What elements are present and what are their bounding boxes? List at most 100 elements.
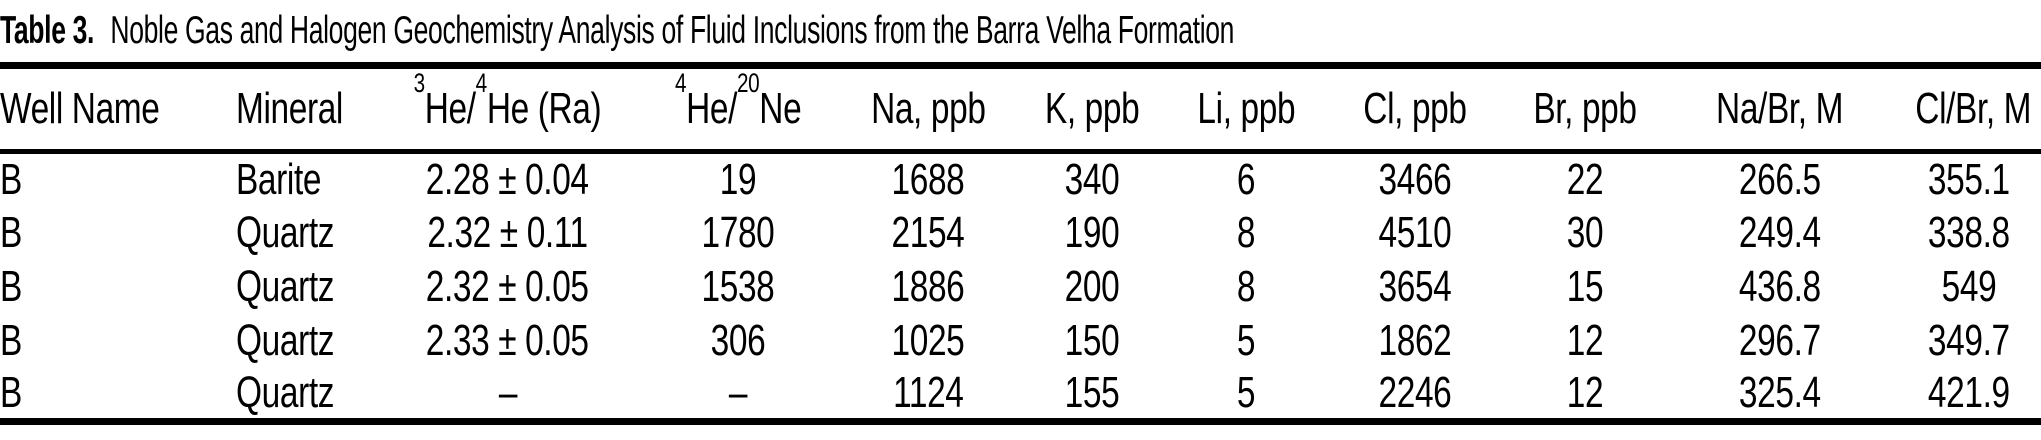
cell-text: 338.8 — [1928, 207, 2011, 257]
cell-mineral: Quartz — [236, 314, 380, 368]
isotope-superscript: 3 — [413, 67, 426, 99]
cell-text: Quartz — [235, 207, 334, 257]
table-caption-label: Table 3. — [0, 9, 95, 52]
cell-na: 1688 — [841, 152, 1015, 206]
cell-text: B — [0, 154, 22, 204]
cell-text: 150 — [1064, 315, 1120, 365]
table-caption-inner: Table 3. Noble Gas and Halogen Geochemist… — [0, 9, 1234, 53]
col-header-text: Na, ppb — [870, 84, 986, 133]
cell-he-ne: 19 — [636, 152, 841, 206]
cell-text: 19 — [720, 154, 757, 204]
cell-br: 12 — [1508, 314, 1662, 368]
col-header-text: Cl, ppb — [1363, 84, 1468, 133]
cell-he-ne: 1780 — [636, 206, 841, 260]
cell-na: 2154 — [841, 206, 1015, 260]
cell-k: 190 — [1015, 206, 1169, 260]
cell-text: 2.28 ± 0.04 — [426, 154, 590, 204]
cell-text: 436.8 — [1738, 261, 1821, 311]
cell-well-name: B — [0, 206, 236, 260]
cell-cl-br: 421.9 — [1897, 368, 2041, 422]
col-header-text: Well Name — [0, 84, 160, 133]
cell-mineral: Barite — [236, 152, 380, 206]
cell-text: Quartz — [235, 315, 334, 365]
data-table: Well Name Mineral 3He/4He (Ra) 4He/20Ne … — [0, 62, 2041, 425]
cell-cl-br: 355.1 — [1897, 152, 2041, 206]
cell-cl: 3654 — [1323, 260, 1508, 314]
col-header-na-br: Na/Br, M — [1661, 66, 1897, 152]
cell-text: 1124 — [892, 367, 964, 417]
cell-li: 5 — [1169, 368, 1323, 422]
isotope-base: He (Ra) — [487, 84, 602, 133]
cell-text: 3654 — [1378, 261, 1452, 311]
cell-text: 12 — [1566, 367, 1603, 417]
col-header-mineral: Mineral — [236, 66, 380, 152]
cell-text: 2.32 ± 0.11 — [427, 207, 588, 257]
cell-text: 5 — [1236, 367, 1256, 417]
cell-li: 8 — [1169, 260, 1323, 314]
cell-mineral: Quartz — [236, 368, 380, 422]
cell-he-ne: 306 — [636, 314, 841, 368]
cell-text: 249.4 — [1738, 207, 1821, 257]
col-header-text: Br, ppb — [1532, 84, 1637, 133]
col-header-k: K, ppb — [1015, 66, 1169, 152]
cell-cl-br: 338.8 — [1897, 206, 2041, 260]
cell-k: 155 — [1015, 368, 1169, 422]
isotope-superscript: 4 — [675, 67, 687, 99]
cell-he-ratio: 2.32 ± 0.05 — [379, 260, 635, 314]
cell-k: 150 — [1015, 314, 1169, 368]
cell-well-name: B — [0, 368, 236, 422]
cell-mineral: Quartz — [236, 260, 380, 314]
col-header-li: Li, ppb — [1169, 66, 1323, 152]
cell-text: 1780 — [701, 207, 775, 257]
cell-text: 306 — [711, 315, 766, 365]
cell-text: B — [0, 261, 22, 311]
cell-he-ratio: 2.33 ± 0.05 — [379, 314, 635, 368]
cell-li: 6 — [1169, 152, 1323, 206]
cell-text: – — [729, 367, 748, 417]
col-header-na: Na, ppb — [841, 66, 1015, 152]
cell-text: 6 — [1236, 154, 1256, 204]
cell-text: 5 — [1236, 315, 1256, 365]
col-header-text: Li, ppb — [1197, 84, 1295, 133]
isotope-base: He/ — [425, 84, 476, 133]
cell-cl-br: 549 — [1897, 260, 2041, 314]
cell-he-ne: – — [636, 368, 841, 422]
cell-na-br: 436.8 — [1661, 260, 1897, 314]
cell-cl: 1862 — [1323, 314, 1508, 368]
col-header-text: Mineral — [235, 84, 343, 133]
table-row: B Quartz 2.33 ± 0.05 306 1025 150 5 1862… — [0, 314, 2041, 368]
cell-text: 30 — [1566, 207, 1603, 257]
cell-text: 266.5 — [1738, 154, 1821, 204]
col-header-cl: Cl, ppb — [1323, 66, 1508, 152]
cell-cl-br: 349.7 — [1897, 314, 2041, 368]
cell-he-ratio: – — [379, 368, 635, 422]
col-header-text: 3He/4He (Ra) — [414, 69, 602, 134]
cell-li: 8 — [1169, 206, 1323, 260]
table-row: B Quartz – – 1124 155 5 2246 12 325.4 42… — [0, 368, 2041, 422]
col-header-text: Cl/Br, M — [1915, 84, 2032, 133]
cell-well-name: B — [0, 260, 236, 314]
cell-text: 2154 — [891, 207, 965, 257]
cell-text: 22 — [1566, 154, 1603, 204]
cell-text: B — [0, 315, 22, 365]
cell-text: 325.4 — [1738, 367, 1821, 417]
isotope-base: Ne — [759, 84, 802, 133]
cell-text: 2.32 ± 0.05 — [426, 261, 590, 311]
cell-text: 355.1 — [1928, 154, 2011, 204]
cell-na-br: 266.5 — [1661, 152, 1897, 206]
cell-k: 200 — [1015, 260, 1169, 314]
cell-cl: 4510 — [1323, 206, 1508, 260]
isotope-superscript: 20 — [737, 67, 760, 99]
table-row: B Quartz 2.32 ± 0.05 1538 1886 200 8 365… — [0, 260, 2041, 314]
col-header-text: 4He/20Ne — [675, 69, 802, 134]
cell-br: 12 — [1508, 368, 1662, 422]
cell-na-br: 296.7 — [1661, 314, 1897, 368]
isotope-base: He/ — [686, 84, 738, 133]
cell-text: B — [0, 367, 22, 417]
cell-text: 1538 — [701, 261, 775, 311]
cell-cl: 3466 — [1323, 152, 1508, 206]
cell-text: Quartz — [235, 367, 334, 417]
cell-na: 1124 — [841, 368, 1015, 422]
col-header-he3-he4-ratio: 3He/4He (Ra) — [379, 66, 635, 152]
table-row: B Barite 2.28 ± 0.04 19 1688 340 6 3466 … — [0, 152, 2041, 206]
